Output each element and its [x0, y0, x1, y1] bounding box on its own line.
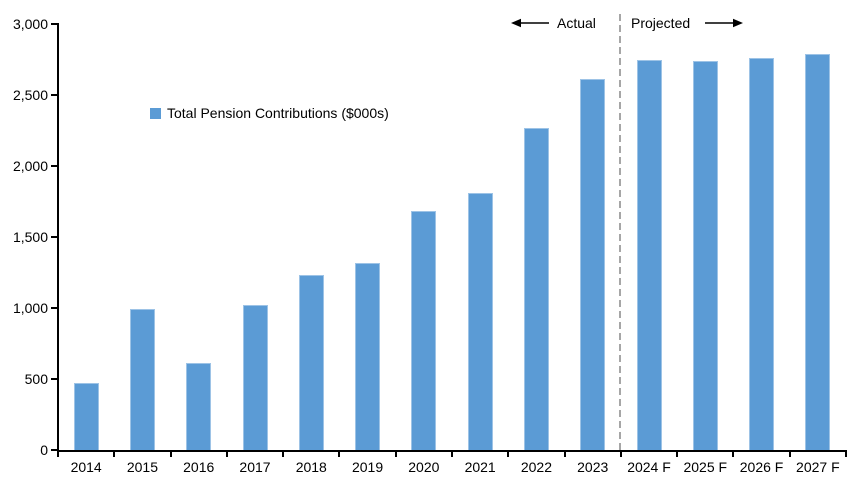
x-axis-label: 2024 F	[627, 459, 671, 475]
bar	[805, 53, 831, 450]
bar	[73, 383, 99, 450]
bar	[355, 262, 381, 450]
bar	[186, 363, 212, 450]
x-axis-label: 2016	[183, 459, 215, 475]
bar	[242, 305, 268, 450]
y-axis-label: 0	[40, 442, 48, 458]
x-axis-tick	[225, 450, 228, 457]
bar	[636, 59, 662, 450]
x-axis-tick	[57, 450, 59, 457]
bar	[523, 127, 549, 450]
y-axis-line	[57, 24, 59, 452]
x-axis-tick	[169, 450, 172, 457]
actual-label: Actual	[557, 15, 596, 31]
bar	[580, 79, 606, 450]
y-axis-tick	[51, 236, 59, 238]
x-axis-label: 2025 F	[683, 459, 728, 475]
x-axis-tick	[394, 450, 397, 457]
y-axis-tick	[51, 378, 59, 380]
x-axis-tick	[113, 450, 116, 457]
x-axis-tick	[282, 450, 285, 457]
x-axis-tick	[788, 450, 791, 457]
y-axis-tick	[51, 165, 59, 167]
y-axis-label: 1,000	[12, 300, 48, 316]
x-axis-label: 2021	[464, 459, 496, 475]
x-axis-label: 2027 F	[796, 459, 840, 475]
x-axis-tick	[451, 450, 453, 457]
x-axis-tick	[507, 450, 510, 457]
left-arrow-icon	[511, 18, 549, 28]
y-axis-tick	[51, 23, 59, 25]
x-axis-label: 2022	[520, 459, 552, 475]
bar	[467, 193, 493, 450]
x-axis-label: 2026 F	[739, 459, 784, 475]
y-axis-tick	[51, 307, 59, 309]
y-axis-label: 2,500	[12, 87, 48, 103]
actual-projected-divider	[618, 14, 621, 450]
projected-label: Projected	[631, 15, 691, 31]
legend-swatch-icon	[150, 107, 161, 119]
x-axis-label: 2023	[577, 459, 609, 475]
y-axis-label: 3,000	[12, 16, 48, 32]
x-axis-label: 2019	[351, 459, 384, 475]
x-axis-label: 2020	[408, 459, 440, 475]
x-axis-tick	[845, 450, 847, 457]
x-axis-label: 2014	[70, 459, 102, 475]
right-arrow-icon	[705, 18, 743, 28]
x-axis-label: 2018	[295, 459, 327, 475]
bar	[749, 58, 775, 450]
y-axis-tick	[51, 449, 59, 451]
bar	[129, 309, 155, 450]
x-axis-tick	[619, 450, 622, 457]
y-axis-label: 2,000	[12, 158, 48, 174]
bar	[692, 60, 718, 450]
x-axis-tick	[732, 450, 735, 457]
bar	[298, 275, 324, 450]
x-axis-tick	[338, 450, 341, 457]
x-axis-tick	[563, 450, 566, 457]
bar	[411, 211, 437, 450]
legend: Total Pension Contributions ($000s)	[150, 105, 389, 121]
x-axis-tick	[676, 450, 679, 457]
y-axis-label: 1,500	[12, 229, 48, 245]
y-axis-label: 500	[24, 371, 48, 387]
legend-label: Total Pension Contributions ($000s)	[167, 105, 389, 121]
y-axis-tick	[51, 94, 59, 96]
x-axis-label: 2017	[239, 459, 271, 475]
x-axis-label: 2015	[126, 459, 158, 475]
